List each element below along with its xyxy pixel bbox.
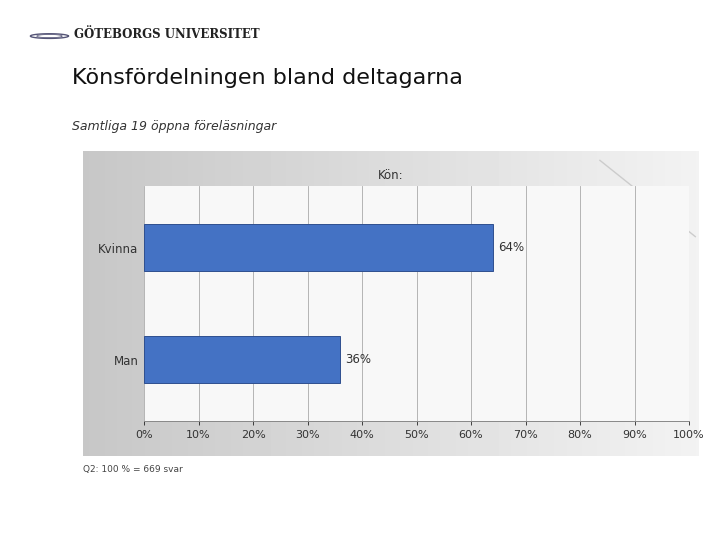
Text: Kön:: Kön: <box>378 169 403 182</box>
Bar <box>144 336 341 383</box>
Text: Q2: 100 % = 669 svar: Q2: 100 % = 669 svar <box>83 465 183 474</box>
Bar <box>144 224 492 271</box>
Text: Könsfördelningen bland deltagarna: Könsfördelningen bland deltagarna <box>72 68 463 88</box>
Text: GÖTEBORGS UNIVERSITET: GÖTEBORGS UNIVERSITET <box>74 28 260 40</box>
Text: Samtliga 19 öppna föreläsningar: Samtliga 19 öppna föreläsningar <box>72 120 276 133</box>
Text: 36%: 36% <box>346 353 372 366</box>
Text: www.gu.se: www.gu.se <box>646 515 698 525</box>
Text: 64%: 64% <box>498 241 524 254</box>
Text: Undersökning genomförd av SKRIVKRAFT och sammanställd i februari 2010.: Undersökning genomförd av SKRIVKRAFT och… <box>87 515 460 525</box>
